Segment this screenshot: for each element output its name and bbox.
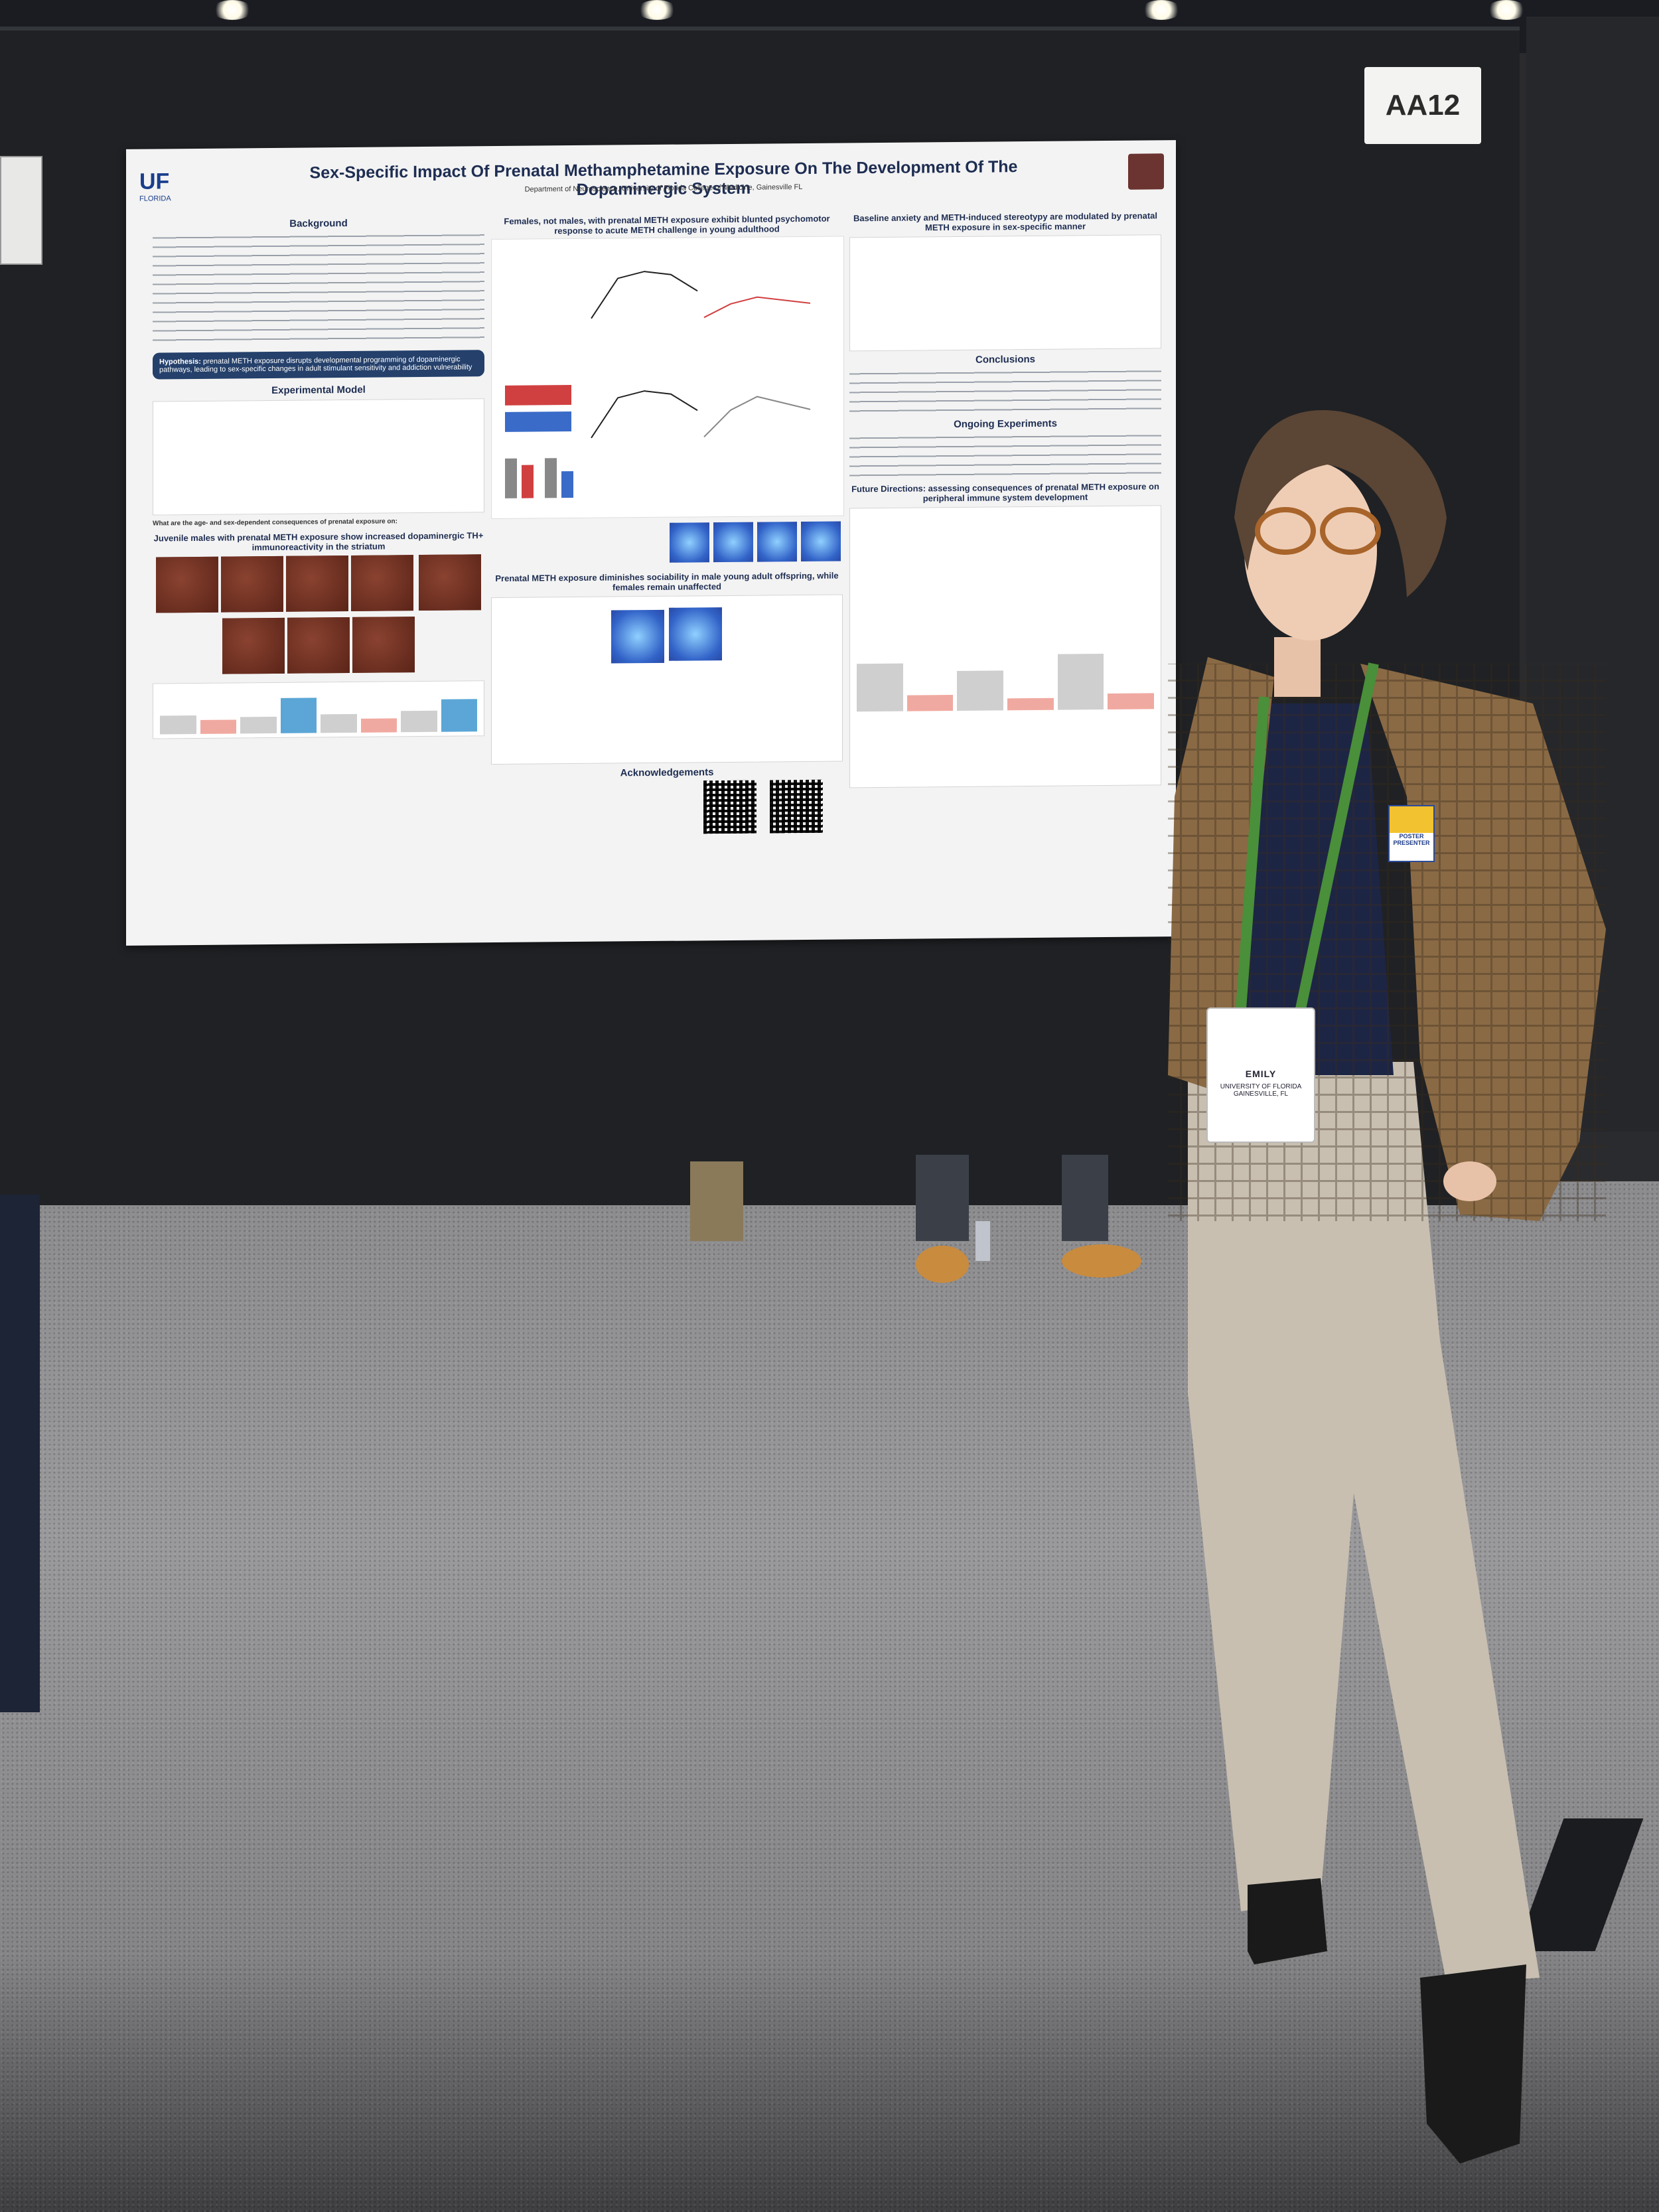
hypothesis-text: prenatal METH exposure disrupts developm… xyxy=(159,355,472,374)
th-immunostaining-images xyxy=(153,553,484,679)
section-juvenile-heading: Juvenile males with prenatal METH exposu… xyxy=(153,530,484,552)
micrograph xyxy=(285,555,348,612)
psychomotor-charts xyxy=(491,236,844,520)
poster-presenter-pin: POSTER PRESENTER xyxy=(1388,805,1435,862)
uf-logo-text: UF xyxy=(139,169,170,194)
section-sociability-heading: Prenatal METH exposure diminishes sociab… xyxy=(495,570,839,593)
poster-column-1: Background Hypothesis: prenatal METH exp… xyxy=(153,212,484,925)
badge-name: EMILY xyxy=(1245,1069,1277,1079)
booth-number-card: AA12 xyxy=(1364,67,1481,144)
ceiling-light xyxy=(212,0,252,20)
background-people-legs xyxy=(690,1155,1141,1283)
section-conclusions-heading: Conclusions xyxy=(975,353,1035,366)
section-future-heading: Future Directions: assessing consequence… xyxy=(851,481,1159,504)
adjacent-board-leg xyxy=(0,1195,40,1712)
qr-code xyxy=(770,779,823,834)
poster-column-3: Baseline anxiety and METH-induced stereo… xyxy=(849,206,1161,919)
attendee-badge: EMILY UNIVERSITY OF FLORIDA GAINESVILLE,… xyxy=(1206,1007,1315,1143)
question-text: What are the age- and sex-dependent cons… xyxy=(153,518,397,528)
sociability-figures xyxy=(491,594,843,765)
micrograph xyxy=(287,617,350,674)
qr-code xyxy=(703,780,757,834)
section-experimental-model-heading: Experimental Model xyxy=(271,384,366,396)
anxiety-figures xyxy=(849,234,1161,352)
heatmap-row xyxy=(491,519,843,569)
section-background-heading: Background xyxy=(289,217,348,230)
adjacent-poster-board xyxy=(1526,17,1659,1132)
section-acknowledgements-heading: Acknowledgements xyxy=(620,767,714,779)
section-ongoing-heading: Ongoing Experiments xyxy=(954,417,1057,431)
pin-text: POSTER PRESENTER xyxy=(1393,833,1430,846)
micrograph xyxy=(352,616,415,673)
micrograph xyxy=(155,556,218,613)
poster-column-2: Females, not males, with prenatal METH e… xyxy=(491,209,844,922)
experimental-model-diagram xyxy=(153,398,484,516)
research-poster: UF FLORIDA Sex-Specific Impact Of Prenat… xyxy=(126,140,1176,946)
immune-system-figures xyxy=(849,505,1161,788)
heatmap xyxy=(611,609,664,664)
micrograph xyxy=(220,555,283,613)
micrograph xyxy=(350,554,413,611)
badge-org: UNIVERSITY OF FLORIDA GAINESVILLE, FL xyxy=(1220,1083,1302,1098)
acknowledgements-area xyxy=(491,779,843,842)
heatmap xyxy=(670,522,709,563)
ceiling-light xyxy=(1141,0,1181,20)
ceiling-light xyxy=(1486,0,1526,20)
micrograph xyxy=(419,553,482,611)
striatum-bar-graphs xyxy=(153,680,484,739)
micrograph xyxy=(222,617,285,674)
section-anxiety-heading: Baseline anxiety and METH-induced stereo… xyxy=(853,210,1157,233)
hypothesis-label: Hypothesis: xyxy=(159,357,201,366)
uf-logo: UF FLORIDA xyxy=(139,168,272,209)
poster-corner-logo xyxy=(1128,153,1164,190)
hypothesis-box: Hypothesis: prenatal METH exposure disru… xyxy=(153,350,484,380)
ceiling-light xyxy=(637,0,677,20)
uf-logo-sub: FLORIDA xyxy=(139,194,171,203)
conclusions-body xyxy=(849,366,1161,416)
ongoing-body xyxy=(849,431,1161,480)
heatmap xyxy=(757,522,797,562)
section-psychomotor-heading: Females, not males, with prenatal METH e… xyxy=(504,213,830,236)
carpet-floor xyxy=(0,1181,1659,2212)
heatmap xyxy=(669,607,723,661)
heatmap xyxy=(713,522,753,563)
background-body xyxy=(153,230,484,346)
poster-title: Sex-Specific Impact Of Prenatal Methamph… xyxy=(309,157,1018,199)
heatmap xyxy=(801,521,841,562)
adjacent-board-sign xyxy=(0,156,42,265)
